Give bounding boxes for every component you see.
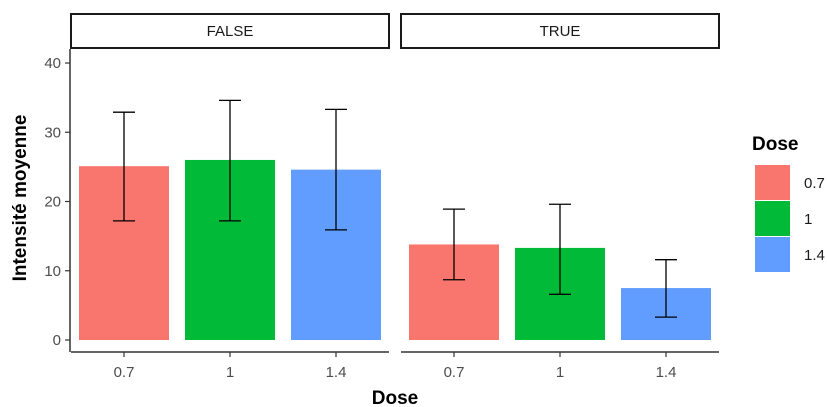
- x-tick-label: 1.4: [656, 364, 677, 381]
- y-tick-label: 0: [53, 332, 61, 349]
- y-tick-label: 30: [44, 124, 61, 141]
- y-tick-label: 40: [44, 55, 61, 72]
- x-axis-title: Dose: [372, 388, 418, 407]
- legend-label: 1: [804, 211, 812, 228]
- facet-strip-label: TRUE: [540, 23, 581, 40]
- x-tick-label: 0.7: [114, 364, 135, 381]
- legend-label: 0.7: [804, 175, 825, 192]
- legend-key: [755, 201, 790, 236]
- facet-strip: [400, 13, 720, 49]
- facet-strip: [70, 13, 390, 49]
- facet-strip-label: FALSE: [207, 23, 254, 40]
- y-tick-label: 10: [44, 263, 61, 280]
- legend-title: Dose: [752, 134, 798, 155]
- x-tick-label: 1.4: [326, 364, 347, 381]
- legend-key: [755, 237, 790, 272]
- x-tick-label: 0.7: [444, 364, 465, 381]
- x-tick-label: 1: [226, 364, 234, 381]
- legend-label: 1.4: [804, 247, 825, 264]
- legend-key: [755, 165, 790, 200]
- y-tick-label: 20: [44, 194, 61, 211]
- x-tick-label: 1: [556, 364, 564, 381]
- y-axis-title: Intensité moyenne: [10, 115, 31, 282]
